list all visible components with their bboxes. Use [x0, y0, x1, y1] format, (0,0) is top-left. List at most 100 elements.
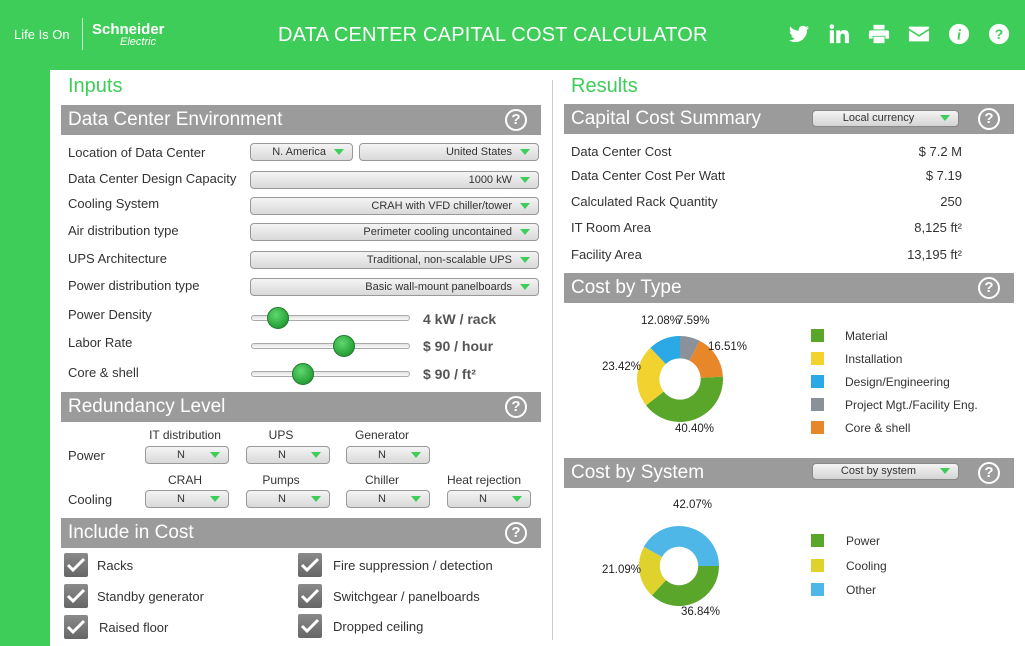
- crah-header: CRAH: [167, 473, 202, 487]
- summary-label: Data Center Cost Per Watt: [571, 168, 726, 183]
- pct-label: 12.08%: [641, 315, 681, 327]
- chiller-dropdown[interactable]: N: [346, 490, 430, 508]
- legend-swatch-core-shell: [811, 421, 824, 434]
- summary-value: 13,195 ft²: [907, 247, 962, 262]
- air-distribution-dropdown[interactable]: Perimeter cooling uncontained: [250, 223, 539, 241]
- currency-dropdown[interactable]: Local currency: [812, 110, 959, 127]
- summary-value: 250: [940, 194, 962, 209]
- power-density-slider-handle[interactable]: [267, 307, 290, 329]
- legend-swatch-installation: [811, 352, 824, 365]
- legend-label: Cooling: [846, 559, 887, 573]
- dropped-ceiling-checkbox[interactable]: [298, 614, 322, 638]
- crah-dropdown[interactable]: N: [145, 490, 229, 508]
- cost-by-system-help-icon[interactable]: ?: [978, 462, 1000, 484]
- core-shell-slider-handle[interactable]: [292, 363, 315, 385]
- calculator-panel: [50, 70, 1025, 646]
- it-distribution-dropdown[interactable]: N: [145, 446, 229, 464]
- cost-by-type-help-icon[interactable]: ?: [978, 277, 1000, 299]
- linkedin-icon[interactable]: [827, 22, 851, 46]
- redundancy-header: Redundancy Level ?: [61, 392, 541, 422]
- fire-suppression-checkbox[interactable]: [298, 553, 322, 577]
- cooling-dropdown[interactable]: CRAH with VFD chiller/tower: [250, 197, 539, 215]
- environment-help-icon[interactable]: ?: [505, 109, 527, 131]
- power-density-slider[interactable]: [251, 315, 410, 321]
- cooling-label: Cooling System: [68, 196, 160, 211]
- switchgear-label: Switchgear / panelboards: [333, 589, 480, 604]
- ups-label: UPS Architecture: [68, 251, 167, 266]
- standby-generator-label: Standby generator: [97, 589, 204, 604]
- summary-label: IT Room Area: [571, 220, 651, 235]
- include-help-icon[interactable]: ?: [505, 522, 527, 544]
- page-title: DATA CENTER CAPITAL COST CALCULATOR: [278, 24, 708, 46]
- brand-divider: [82, 18, 83, 50]
- redundancy-help-icon[interactable]: ?: [505, 396, 527, 418]
- standby-generator-checkbox[interactable]: [64, 584, 88, 608]
- pumps-dropdown[interactable]: N: [246, 490, 330, 508]
- pct-label: 40.40%: [675, 423, 715, 435]
- email-icon[interactable]: [907, 22, 931, 46]
- legend-label: Power: [846, 534, 881, 548]
- redundancy-title: Redundancy Level: [68, 396, 226, 417]
- raised-floor-label: Raised floor: [99, 620, 169, 635]
- raised-floor-checkbox[interactable]: [64, 615, 88, 639]
- legend-swatch-other: [811, 583, 824, 596]
- donut-slice-other: [643, 526, 719, 566]
- donut-slice-cooling: [639, 546, 666, 596]
- power-distribution-dropdown[interactable]: Basic wall-mount panelboards: [250, 278, 539, 296]
- checkmark-icon: [300, 618, 320, 634]
- pct-label: 21.09%: [602, 564, 642, 576]
- top-banner: Life Is On Schneider Electric DATA CENTE…: [0, 0, 1025, 70]
- it-distribution-header: IT distribution: [149, 428, 221, 442]
- pct-label: 42.07%: [673, 499, 713, 511]
- help-icon[interactable]: ?: [987, 22, 1011, 46]
- donut-slice-design-engineering: [650, 336, 680, 365]
- brand-name: Schneider: [92, 21, 165, 38]
- region-dropdown[interactable]: N. America: [250, 143, 353, 161]
- core-shell-slider[interactable]: [251, 371, 410, 377]
- power-density-value: 4 kW / rack: [423, 311, 497, 327]
- ups-redundancy-dropdown[interactable]: N: [246, 446, 330, 464]
- country-dropdown[interactable]: United States: [359, 143, 539, 161]
- summary-help-icon[interactable]: ?: [978, 108, 1000, 130]
- legend-label: Other: [846, 583, 877, 597]
- generator-header: Generator: [354, 428, 410, 442]
- summary-label: Data Center Cost: [571, 144, 672, 159]
- labor-rate-slider[interactable]: [251, 343, 410, 349]
- cost-by-system-title: Cost by System: [571, 462, 705, 483]
- summary-value: $ 7.2 M: [918, 144, 962, 159]
- ups-dropdown[interactable]: Traditional, non-scalable UPS: [250, 251, 539, 269]
- cost-by-type-header: Cost by Type ?: [564, 273, 1014, 303]
- capacity-dropdown[interactable]: 1000 kW: [250, 171, 539, 189]
- info-icon[interactable]: i: [947, 22, 971, 46]
- racks-checkbox[interactable]: [64, 553, 88, 577]
- heat-rejection-dropdown[interactable]: N: [447, 490, 531, 508]
- air-distribution-label: Air distribution type: [68, 223, 179, 238]
- summary-label: Calculated Rack Quantity: [571, 194, 718, 209]
- print-icon[interactable]: [867, 22, 891, 46]
- labor-rate-slider-handle[interactable]: [333, 335, 356, 357]
- donut-slice-installation: [637, 347, 666, 406]
- cost-by-type-donut: [637, 336, 723, 422]
- legend-swatch-design: [811, 375, 824, 388]
- results-heading: Results: [571, 75, 638, 97]
- summary-label: Facility Area: [571, 247, 642, 262]
- pct-label: 7.59%: [677, 315, 710, 327]
- summary-title: Capital Cost Summary: [571, 108, 762, 129]
- summary-header: Capital Cost Summary ?: [564, 104, 1014, 134]
- ups-header: UPS: [268, 428, 294, 442]
- system-selector-dropdown[interactable]: Cost by system: [812, 463, 959, 480]
- donut-slice-power: [651, 566, 719, 606]
- schneider-logo[interactable]: Schneider Electric: [92, 21, 165, 49]
- donut-slice-core-shell: [689, 340, 723, 378]
- switchgear-checkbox[interactable]: [298, 584, 322, 608]
- legend-label: Design/Engineering: [845, 375, 950, 389]
- generator-dropdown[interactable]: N: [346, 446, 430, 464]
- power-density-label: Power Density: [68, 307, 152, 322]
- checkmark-icon: [66, 619, 86, 635]
- power-distribution-label: Power distribution type: [68, 278, 200, 293]
- pct-label: 23.42%: [602, 361, 642, 373]
- checkmark-icon: [300, 557, 320, 573]
- summary-value: $ 7.19: [925, 168, 962, 183]
- twitter-icon[interactable]: [787, 22, 811, 46]
- donut-slice-project-mgt-facility-eng-: [680, 336, 700, 361]
